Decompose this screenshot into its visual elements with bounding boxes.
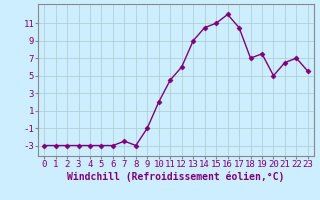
X-axis label: Windchill (Refroidissement éolien,°C): Windchill (Refroidissement éolien,°C) <box>67 172 285 182</box>
